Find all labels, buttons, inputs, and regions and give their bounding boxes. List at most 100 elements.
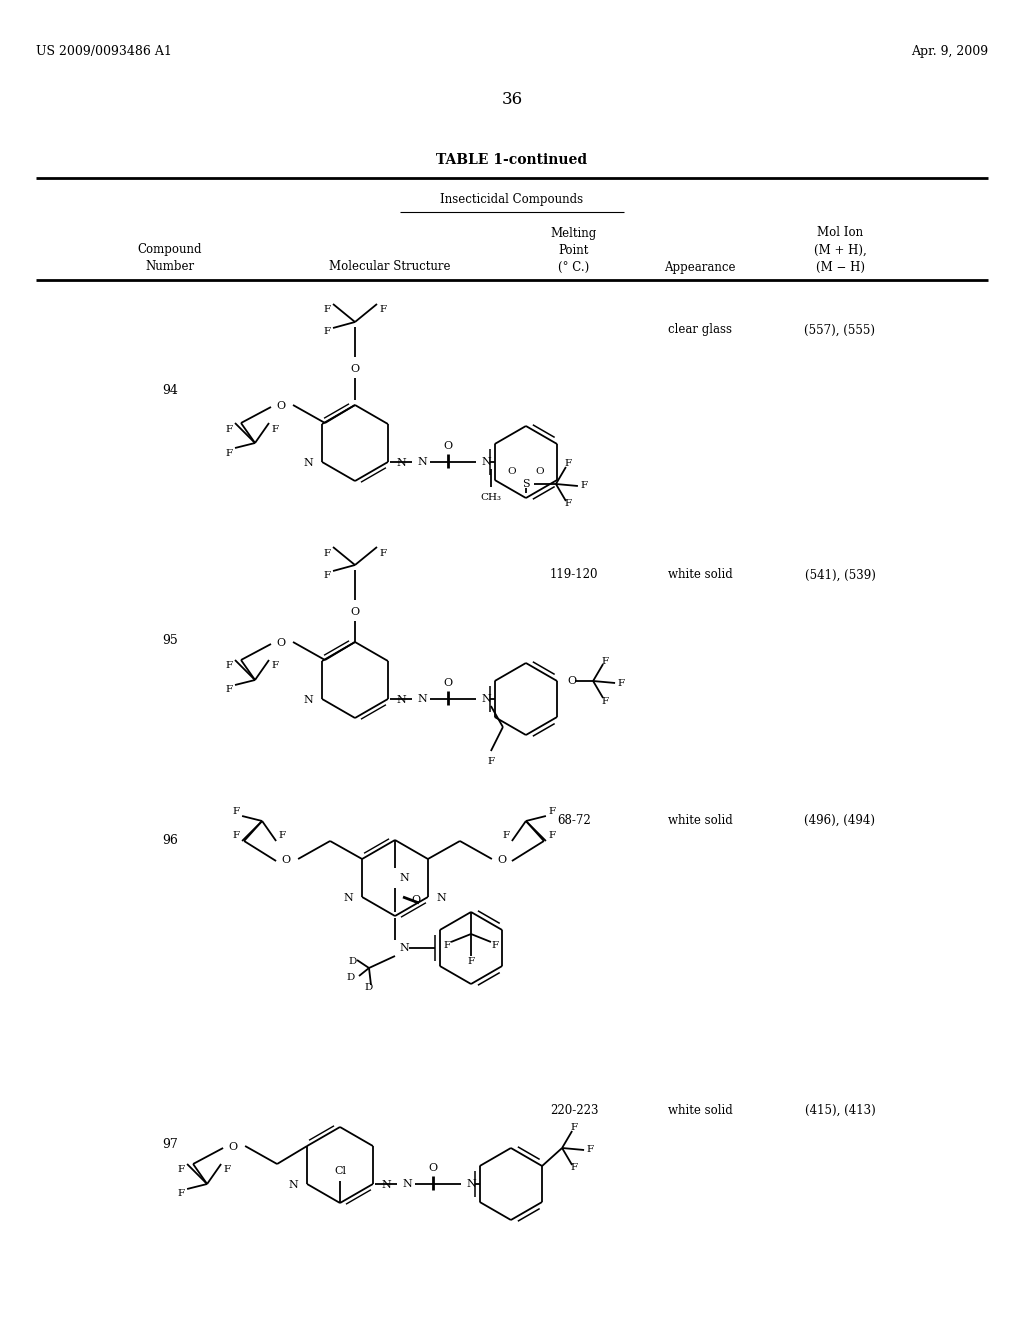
Text: 220-223: 220-223 (550, 1104, 598, 1117)
Text: F: F (503, 830, 510, 840)
Text: O: O (282, 855, 291, 865)
Text: (415), (413): (415), (413) (805, 1104, 876, 1117)
Text: F: F (564, 459, 571, 469)
Text: F: F (467, 957, 474, 966)
Text: (M + H),: (M + H), (814, 243, 866, 256)
Text: O: O (567, 676, 577, 686)
Text: O: O (276, 401, 286, 411)
Text: CH₃: CH₃ (480, 492, 502, 502)
Text: white solid: white solid (668, 1104, 732, 1117)
Text: (496), (494): (496), (494) (805, 813, 876, 826)
Text: (M − H): (M − H) (815, 260, 864, 273)
Text: 94: 94 (162, 384, 178, 396)
Text: Point: Point (559, 243, 589, 256)
Text: N: N (399, 873, 409, 883)
Text: F: F (443, 941, 451, 950)
Text: Appearance: Appearance (665, 260, 736, 273)
Text: F: F (548, 807, 555, 816)
Text: 97: 97 (162, 1138, 178, 1151)
Text: F: F (279, 830, 286, 840)
Text: Apr. 9, 2009: Apr. 9, 2009 (911, 45, 988, 58)
Text: O: O (443, 441, 453, 451)
Text: F: F (587, 1146, 594, 1155)
Text: F: F (324, 327, 331, 337)
Text: N: N (402, 1179, 413, 1189)
Text: N: N (289, 1180, 298, 1191)
Text: Mol Ion: Mol Ion (817, 227, 863, 239)
Text: N: N (467, 1179, 476, 1189)
Text: US 2009/0093486 A1: US 2009/0093486 A1 (36, 45, 172, 58)
Text: N: N (303, 458, 313, 469)
Text: O: O (443, 678, 453, 688)
Text: O: O (508, 467, 516, 477)
Text: F: F (177, 1189, 184, 1199)
Text: F: F (271, 661, 279, 671)
Text: F: F (324, 570, 331, 579)
Text: F: F (223, 1166, 230, 1175)
Text: O: O (276, 638, 286, 648)
Text: TABLE 1-continued: TABLE 1-continued (436, 153, 588, 168)
Text: 96: 96 (162, 833, 178, 846)
Text: D: D (347, 974, 355, 982)
Text: 95: 95 (162, 634, 178, 647)
Text: (° C.): (° C.) (558, 260, 590, 273)
Text: F: F (324, 305, 331, 314)
Text: F: F (564, 499, 571, 508)
Text: O: O (411, 895, 420, 906)
Text: F: F (225, 449, 232, 458)
Text: O: O (228, 1142, 238, 1152)
Text: N: N (399, 942, 409, 953)
Text: F: F (225, 661, 232, 671)
Text: F: F (380, 305, 387, 314)
Text: N: N (397, 696, 407, 705)
Text: F: F (324, 549, 331, 557)
Text: N: N (482, 457, 492, 467)
Text: D: D (365, 983, 373, 993)
Text: clear glass: clear glass (668, 323, 732, 337)
Text: F: F (232, 830, 240, 840)
Text: F: F (271, 425, 279, 433)
Text: F: F (177, 1166, 184, 1175)
Text: 36: 36 (502, 91, 522, 108)
Text: O: O (350, 364, 359, 374)
Text: Number: Number (145, 260, 195, 273)
Text: N: N (482, 694, 492, 704)
Text: F: F (617, 678, 625, 688)
Text: F: F (487, 756, 495, 766)
Text: N: N (397, 458, 407, 469)
Text: F: F (380, 549, 387, 557)
Text: N: N (303, 696, 313, 705)
Text: O: O (536, 467, 544, 477)
Text: F: F (492, 941, 499, 950)
Text: N: N (382, 1180, 391, 1191)
Text: 68-72: 68-72 (557, 813, 591, 826)
Text: F: F (601, 656, 608, 665)
Text: F: F (548, 830, 555, 840)
Text: F: F (232, 807, 240, 816)
Text: D: D (349, 957, 357, 966)
Text: (557), (555): (557), (555) (805, 323, 876, 337)
Text: F: F (570, 1123, 578, 1133)
Text: white solid: white solid (668, 813, 732, 826)
Text: 119-120: 119-120 (550, 569, 598, 582)
Text: F: F (601, 697, 608, 705)
Text: Compound: Compound (138, 243, 203, 256)
Text: Melting: Melting (551, 227, 597, 239)
Text: Molecular Structure: Molecular Structure (330, 260, 451, 273)
Text: N: N (418, 457, 428, 467)
Text: N: N (418, 694, 428, 704)
Text: F: F (570, 1163, 578, 1172)
Text: white solid: white solid (668, 569, 732, 582)
Text: F: F (225, 425, 232, 433)
Text: F: F (225, 685, 232, 694)
Text: S: S (522, 479, 529, 488)
Text: O: O (428, 1163, 437, 1173)
Text: O: O (498, 855, 507, 865)
Text: (541), (539): (541), (539) (805, 569, 876, 582)
Text: Cl: Cl (334, 1166, 346, 1176)
Text: Insecticidal Compounds: Insecticidal Compounds (440, 194, 584, 206)
Text: F: F (581, 482, 588, 491)
Text: N: N (343, 894, 353, 903)
Text: O: O (350, 607, 359, 616)
Text: N: N (437, 894, 446, 903)
